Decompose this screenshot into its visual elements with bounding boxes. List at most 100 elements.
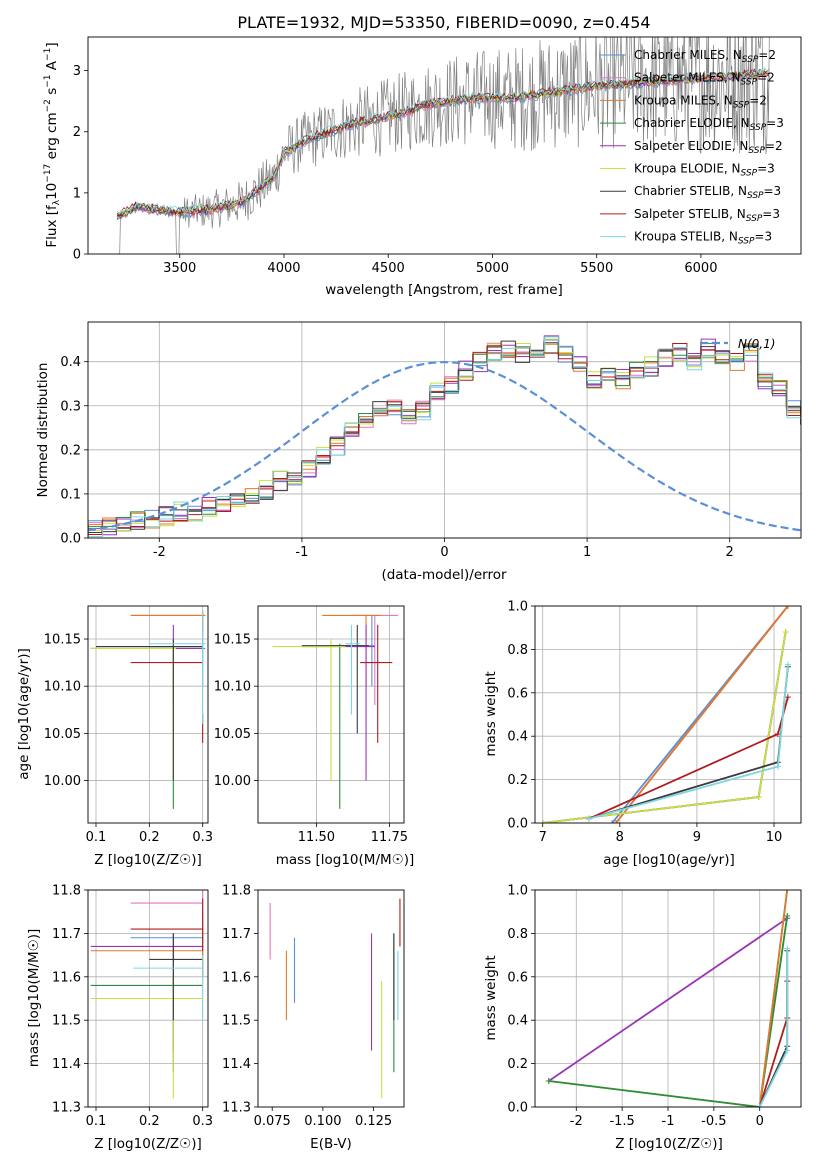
weight-marker-kroupa-stelib [774,763,781,770]
y-tick-label: 11.7 [52,927,81,942]
x-tick-label: 1 [583,545,591,560]
x-axis-label: (data-model)/error [381,567,507,583]
axes-frame [87,36,802,255]
legend: N(0,1) [700,337,775,351]
y-axis-label: mass [log10(M/M☉)] [26,929,42,1068]
plot-area [90,610,206,809]
panel-spectrum: 3500 4000 4500 5000 5500 6000 0 1 2 3 [73,36,802,276]
plot-area [90,890,204,1099]
weight-marker-salpeter-stelib [774,731,781,738]
y-tick-label: 0.8 [507,927,528,942]
y-tick-label: 3 [73,64,81,79]
legend-label: Chabrier ELODIE, NSSP=3 [634,116,784,133]
y-tick-label: 10.10 [214,680,251,695]
x-tick-label: 0.2 [139,1114,160,1129]
gaussian-curve [88,360,801,532]
x-axis-label: Z [log10(Z/Z☉)] [94,852,202,868]
y-axis-label: mass weight [483,671,499,756]
x-tick-label: 0.3 [192,1114,213,1129]
x-tick-label: -2 [570,1114,583,1129]
legend-label: Kroupa ELODIE, NSSP=3 [634,162,775,179]
weight-marker-kroupa-miles [784,890,791,893]
y-tick-label: 11.3 [222,1101,251,1116]
axes-frame [257,605,405,824]
x-tick-label: 3500 [163,261,196,276]
y-tick-label: 0.4 [507,1014,528,1029]
weight-line-salpeter-elodie [548,917,788,1082]
y-tick-label: 10.10 [44,680,81,695]
x-tick-label: 11.50 [298,830,335,845]
y-tick-label: 0.6 [507,970,528,985]
x-tick-label: 0.3 [192,830,213,845]
x-tick-label: 4500 [372,261,405,276]
x-tick-label: 8 [616,830,624,845]
axes-frame [534,605,802,824]
x-axis-label: age [log10(age/yr)] [603,852,735,868]
weight-marker-chabrier-miles [609,820,616,823]
x-tick-label: -2 [153,545,166,560]
weight-marker-kroupa-elodie [782,629,789,636]
weight-marker-chabrier-elodie [784,913,791,920]
y-tick-label: 10.05 [214,727,251,742]
y-tick-label: 0.2 [60,443,81,458]
x-tick-label: 5000 [476,261,509,276]
x-tick-label: 6000 [684,261,717,276]
x-tick-label: 0 [756,1114,764,1129]
x-tick-label: 7 [539,830,547,845]
x-tick-label: 5500 [580,261,613,276]
x-axis-label: E(B-V) [310,1136,352,1152]
axes-frame [257,889,405,1108]
x-tick-label: 2 [726,545,734,560]
x-tick-label: 0 [440,545,448,560]
y-tick-label: 1.0 [507,600,528,615]
x-tick-label: 0.2 [139,830,160,845]
panel-mass_vs_EBV: 0.075 0.100 0.125 11.3 11.4 11.5 11.6 11.7 11.8 [222,884,405,1129]
legend-label: Kroupa MILES, NSSP=2 [634,93,767,110]
y-axis-label: Flux [fλ10−17 erg cm−2 s−1 A−1] [43,42,62,247]
x-tick-label: 11.75 [371,830,408,845]
y-axis-label: age [log10(age/yr)] [16,648,32,780]
weight-marker-kroupa-stelib [784,661,791,668]
weight-marker-kroupa-elodie [755,793,762,800]
y-tick-label: 11.4 [52,1057,81,1072]
plot-area [88,335,801,538]
x-tick-label: 0.125 [355,1114,392,1129]
y-tick-label: 0.4 [60,355,81,370]
hist-chabrier-elodie [88,342,801,538]
weight-marker-salpeter-stelib [784,694,791,701]
y-tick-label: 11.6 [222,970,251,985]
y-tick-label: 11.5 [52,1014,81,1029]
legend-label: Salpeter ELODIE, NSSP=2 [634,139,783,156]
x-axis-label: Z [log10(Z/Z☉)] [94,1136,202,1152]
axes-frame [87,321,802,539]
panel-weight_vs_age: 7 8 9 10 0.0 0.2 0.4 0.6 0.8 1.0 [507,600,802,845]
weight-marker-kroupa-miles [612,820,619,823]
legend-label: Chabrier STELIB, NSSP=3 [634,184,781,201]
x-axis-label: wavelength [Angstrom, rest frame] [325,282,563,298]
y-tick-label: 0.2 [507,773,528,788]
weight-line-kroupa-miles [615,606,789,823]
x-axis-label: Z [log10(Z/Z☉)] [615,1136,723,1152]
plot-area [272,614,399,809]
y-tick-label: 10.05 [44,727,81,742]
observed-spectrum-line [117,37,770,254]
weight-marker-chabrier-elodie [545,1077,552,1084]
weight-marker-kroupa-stelib [585,815,592,822]
y-tick-label: 0.0 [507,1101,528,1116]
hist-kroupa-stelib [88,336,801,538]
y-tick-label: 0.2 [507,1057,528,1072]
y-tick-label: 1.0 [507,884,528,899]
y-tick-label: 11.7 [222,927,251,942]
panel-age_vs_mass: 11.50 11.75 10.00 10.05 10.10 10.15 [214,605,408,845]
plot-area [545,890,791,1107]
x-tick-label: -1 [295,545,308,560]
legend-label: Salpeter MILES, NSSP=2 [634,71,775,88]
x-tick-label: -1 [662,1114,675,1129]
x-tick-label: -1.5 [609,1114,634,1129]
y-tick-label: 10.15 [44,633,81,648]
legend: Chabrier MILES, NSSP=2 Salpeter MILES, NS… [600,48,784,247]
x-tick-label: -0.5 [701,1114,726,1129]
y-tick-label: 10.15 [214,633,251,648]
panel-residuals: -2 -1 0 1 2 0.0 0.1 0.2 0.3 0.4 [60,321,802,560]
y-tick-label: 11.6 [52,970,81,985]
